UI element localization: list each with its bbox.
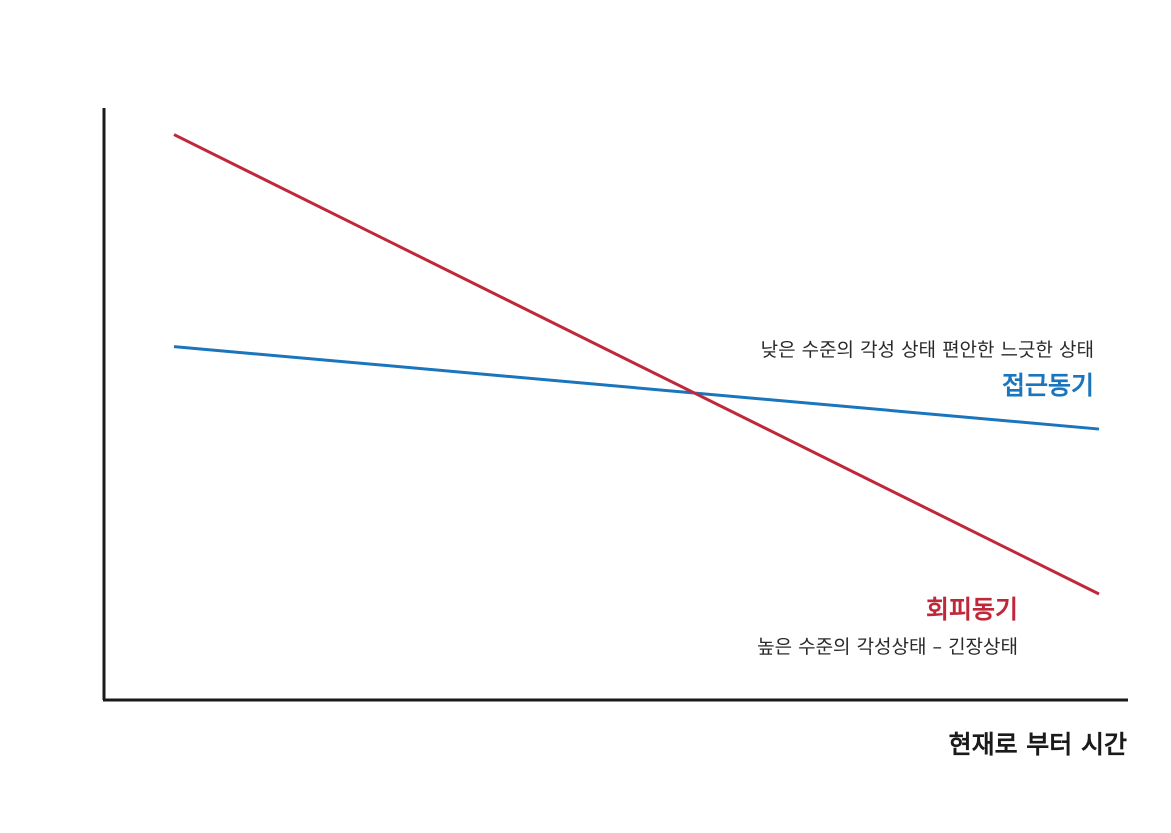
avoidance-description-label: 높은 수준의 각성상태 – 긴장상태 bbox=[757, 636, 1018, 658]
series-layer bbox=[173, 133, 1100, 596]
x-axis-label: 현재로 부터 시간 bbox=[949, 730, 1127, 759]
approach-series-label: 접근동기 bbox=[1002, 371, 1094, 400]
approach-motivation-line bbox=[173, 345, 1100, 431]
avoidance-series-label: 회피동기 bbox=[926, 595, 1018, 624]
approach-description-label: 낮은 수준의 각성 상태 편안한 느긋한 상태 bbox=[761, 339, 1094, 361]
avoidance-motivation-line bbox=[173, 133, 1100, 596]
